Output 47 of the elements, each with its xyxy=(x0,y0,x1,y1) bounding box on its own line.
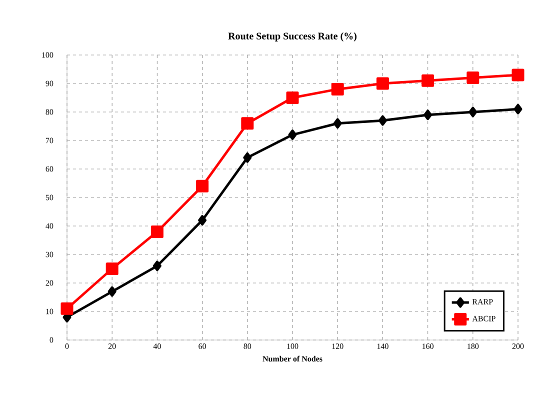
x-tick-label: 80 xyxy=(244,344,252,349)
y-tick-label: 30 xyxy=(46,252,54,258)
legend-label: RARP xyxy=(472,299,493,304)
x-tick-label: 200 xyxy=(512,344,524,349)
x-axis-title: Number of Nodes xyxy=(262,356,322,362)
y-tick-label: 50 xyxy=(46,194,54,200)
y-tick-label: 60 xyxy=(46,166,54,172)
x-tick-label: 40 xyxy=(153,344,161,349)
x-tick-label: 160 xyxy=(422,344,434,349)
point xyxy=(60,302,74,315)
y-tick-label: 10 xyxy=(46,308,54,314)
point xyxy=(424,110,432,120)
x-tick-label: 180 xyxy=(468,344,479,349)
point xyxy=(466,72,480,84)
point xyxy=(468,106,478,118)
chart-title: Route Setup Success Rate (%) xyxy=(228,32,356,42)
point xyxy=(106,262,118,275)
point xyxy=(331,82,344,96)
point xyxy=(241,117,254,130)
point xyxy=(512,68,524,82)
y-tick-label: 100 xyxy=(42,52,54,58)
x-tick-label: 60 xyxy=(198,344,206,349)
x-tick-label: 120 xyxy=(332,344,344,349)
y-tick-label: 0 xyxy=(50,337,54,343)
x-tick-label: 140 xyxy=(377,344,388,349)
x-tick-label: 20 xyxy=(108,344,116,349)
point xyxy=(243,152,252,163)
y-tick-label: 20 xyxy=(46,280,54,286)
point xyxy=(108,286,116,297)
x-tick-label: 100 xyxy=(287,344,298,349)
point xyxy=(378,115,387,126)
point xyxy=(288,130,297,140)
point xyxy=(152,260,162,272)
y-tick-label: 90 xyxy=(46,80,54,86)
y-tick-label: 80 xyxy=(46,109,54,115)
y-tick-label: 70 xyxy=(46,138,54,144)
point xyxy=(514,104,522,114)
point xyxy=(376,77,389,90)
point xyxy=(196,180,209,192)
point xyxy=(333,118,342,129)
x-tick-label: 0 xyxy=(65,344,69,349)
point xyxy=(286,92,299,104)
y-tick-label: 40 xyxy=(46,223,54,229)
point xyxy=(150,225,164,238)
point xyxy=(198,215,207,226)
legend-label: ABCIP xyxy=(472,316,496,322)
point xyxy=(422,74,434,87)
